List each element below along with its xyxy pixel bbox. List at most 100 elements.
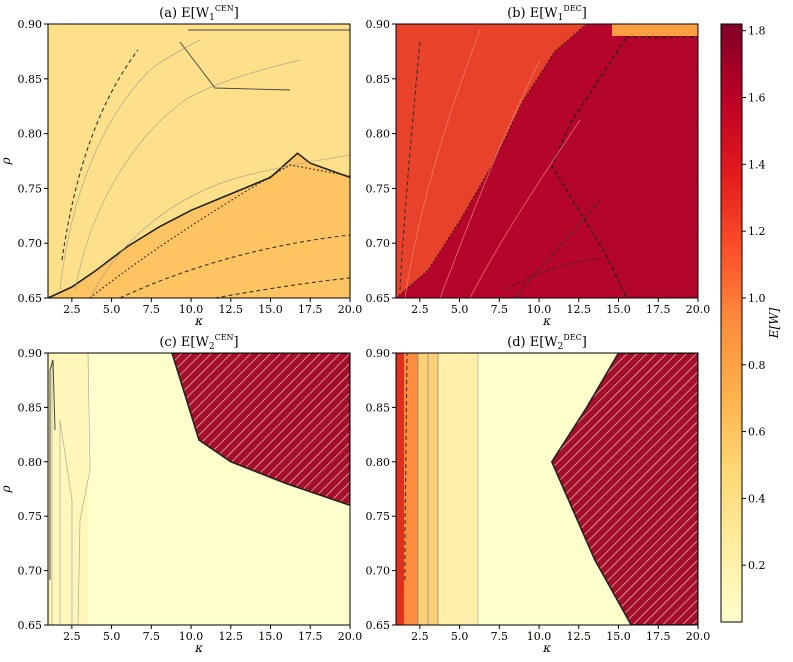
x-tick-label: 17.5: [298, 303, 323, 316]
x-axis-label: κ: [542, 314, 551, 328]
x-tick-label: 20.0: [686, 630, 711, 643]
panel-b-contour-line: [469, 119, 581, 298]
x-tick-label: 5.0: [103, 630, 121, 643]
panel-c-title-prefix: (c) E[W: [159, 335, 209, 350]
panel-a: (a) E[W1CEN]: [47, 4, 351, 299]
x-tick-label: 7.5: [491, 630, 509, 643]
panel-b: (b) E[W1DEC]: [395, 4, 699, 299]
panel-c-title: (c) E[W2CEN]: [159, 333, 238, 352]
colorbar-tick-label: 0.8: [748, 359, 766, 372]
y-tick-label: 0.70: [18, 565, 43, 578]
panel-c-frame: [47, 352, 351, 626]
panel-c-title-sub: 2: [209, 342, 215, 352]
y-tick-label: 0.75: [366, 510, 391, 523]
x-tick-label: 7.5: [491, 303, 509, 316]
panel-d-title-sup: DEC: [563, 333, 581, 342]
y-tick-label: 0.75: [18, 182, 43, 195]
y-axis-label: ρ: [0, 157, 13, 165]
x-tick-label: 10.0: [527, 303, 552, 316]
y-tick-label: 0.70: [366, 565, 391, 578]
panel-a-title: (a) E[W1CEN]: [159, 4, 239, 23]
panel-d-frame: [395, 352, 699, 626]
colorbar-tick-label: 1.2: [748, 225, 766, 238]
panel-b-frame: [395, 23, 699, 299]
x-axis-label: κ: [194, 641, 203, 655]
panel-d-left-strip: [396, 353, 404, 625]
panel-a-lower-region: [48, 153, 350, 298]
panel-a-contour-line: [59, 39, 201, 291]
y-tick-label: 0.80: [18, 456, 43, 469]
y-tick-label: 0.65: [18, 619, 43, 632]
colorbar-ticks: 0.2 0.4 0.6 0.8 1.0 1.2 1.4 1.6 1.8: [742, 25, 766, 572]
panel-b-right-region: [551, 37, 698, 298]
colorbar-tick-label: 0.2: [748, 559, 766, 572]
y-tick-label: 0.75: [18, 510, 43, 523]
x-tick-label: 12.5: [219, 630, 244, 643]
panel-c-contour-line: [51, 353, 91, 625]
panel-c-hatched-region: [171, 353, 350, 507]
x-tick-label: 15.0: [258, 630, 283, 643]
panel-d-title: (d) E[W2DEC]: [507, 333, 587, 352]
y-tick-label: 0.80: [18, 128, 43, 141]
panel-a-title-sup: CEN: [215, 4, 234, 13]
panel-b-dotted-contour: [504, 257, 605, 291]
panel-b-title-sub: 1: [558, 13, 564, 23]
panel-a-dashed-contour: [119, 234, 350, 298]
panel-a-contour-line: [89, 154, 350, 298]
panel-c-left-band: [48, 353, 88, 625]
panel-b-dashed-contour: [514, 199, 601, 298]
colorbar-tick-label: 0.4: [748, 492, 766, 505]
colorbar-tick-label: 1.0: [748, 292, 766, 305]
x-tick-label: 15.0: [606, 630, 631, 643]
y-tick-label: 0.85: [366, 401, 391, 414]
panel-d-title-prefix: (d) E[W: [507, 335, 558, 350]
panel-a-title-suffix: ]: [234, 6, 239, 21]
panel-d-dashed-contour: [404, 353, 408, 580]
panel-a-dotted-contour: [89, 164, 350, 298]
panel-b-title: (b) E[W1DEC]: [507, 4, 587, 23]
panel-b-corner-region: [612, 24, 698, 36]
x-tick-label: 5.0: [103, 303, 121, 316]
panel-b-lower-region: [396, 24, 587, 298]
x-axis-label: κ: [542, 641, 551, 655]
panel-d-left-band: [404, 353, 418, 625]
y-tick-label: 0.80: [366, 456, 391, 469]
x-tick-label: 12.5: [567, 630, 592, 643]
panel-a-dashed-contour: [214, 277, 350, 298]
panel-a-title-sub: 1: [209, 13, 215, 23]
x-tick-label: 15.0: [258, 303, 283, 316]
colorbar-gradient: [720, 23, 743, 623]
panel-b-dashed-contour: [399, 39, 421, 291]
x-axis-label: κ: [194, 314, 203, 328]
y-tick-label: 0.65: [366, 292, 391, 305]
panel-a-contour-line: [74, 59, 301, 291]
axes-layer: 2.5 5.0 7.5 10.0 12.5 15.0 17.5 20.0 0.65 0.70 0.7…: [0, 18, 710, 655]
y-tick-label: 0.90: [366, 18, 391, 31]
x-tick-label: 7.5: [143, 303, 161, 316]
panel-b-contour-line: [439, 59, 541, 298]
y-tick-label: 0.90: [18, 18, 43, 31]
y-tick-label: 0.90: [366, 347, 391, 360]
y-tick-label: 0.65: [366, 619, 391, 632]
x-tick-label: 12.5: [567, 303, 592, 316]
colorbar-tick-label: 0.6: [748, 426, 766, 439]
y-tick-label: 0.75: [366, 182, 391, 195]
x-tick-label: 2.5: [63, 303, 81, 316]
x-tick-label: 12.5: [219, 303, 244, 316]
panel-b-title-prefix: (b) E[W: [507, 6, 558, 21]
x-tick-label: 2.5: [411, 630, 429, 643]
colorbar: 0.2 0.4 0.6 0.8 1.0 1.2 1.4 1.6 1.8 E[W]: [720, 23, 781, 623]
panel-d-title-suffix: ]: [582, 335, 587, 350]
y-tick-label: 0.80: [366, 128, 391, 141]
x-tick-label: 7.5: [143, 630, 161, 643]
x-tick-label: 5.0: [451, 630, 469, 643]
panel-a-frame: [47, 23, 351, 299]
x-tick-label: 10.0: [179, 630, 204, 643]
panel-c-title-suffix: ]: [234, 335, 239, 350]
x-tick-label: 17.5: [298, 630, 323, 643]
x-tick-label: 20.0: [686, 303, 711, 316]
panel-b-contour-line: [404, 29, 481, 298]
y-tick-label: 0.85: [366, 73, 391, 86]
panel-d-hatched-region: [550, 353, 698, 625]
